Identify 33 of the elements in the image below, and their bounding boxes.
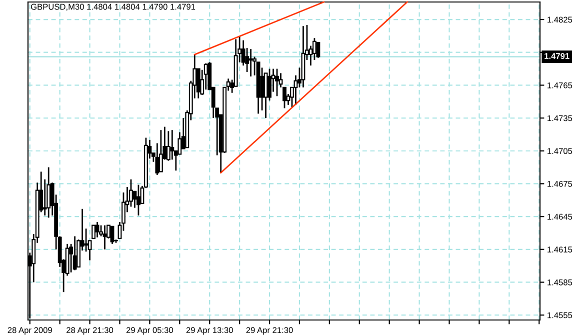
candlestick <box>166 130 170 162</box>
candlestick <box>46 166 51 218</box>
ref-line-label: 1.4791 <box>544 53 570 59</box>
y-tick-label: 1.4615 <box>548 246 572 252</box>
candlestick <box>178 132 182 155</box>
candlestick <box>72 236 77 271</box>
y-tick-label: 1.4675 <box>548 180 572 187</box>
x-tick-label: 28 Apr 2009 <box>8 327 52 335</box>
candlestick <box>110 226 114 245</box>
candlestick <box>84 228 88 252</box>
candlestick <box>136 184 140 216</box>
y-tick-label: 1.4705 <box>548 148 572 154</box>
x-tick-label: 28 Apr 21:30 <box>66 327 114 335</box>
candlestick <box>316 42 320 59</box>
y-tick-label: 1.4585 <box>548 279 572 286</box>
candlestick <box>92 224 96 240</box>
x-tick-label: 29 Apr 05:30 <box>126 327 174 335</box>
x-tick-label: 29 Apr 13:30 <box>186 327 233 335</box>
x-tick-label: 29 Apr 21:30 <box>246 327 293 335</box>
candlestick <box>170 129 174 160</box>
candlestick <box>102 224 107 250</box>
candlestick <box>158 129 163 172</box>
y-tick-label: 1.4645 <box>548 214 572 220</box>
y-tick-label: 1.4825 <box>548 16 572 23</box>
candlestick <box>155 142 160 176</box>
candlestick <box>275 68 279 97</box>
y-tick-label: 1.4765 <box>548 82 572 88</box>
candlestick <box>248 48 253 78</box>
candlestick <box>268 68 272 102</box>
chart-title: GBPUSD,M30 1.4804 1.4804 1.4790 1.4791 <box>30 4 196 11</box>
y-tick-label: 1.4735 <box>548 115 572 122</box>
y-tick-label: 1.4555 <box>548 312 572 318</box>
candlestick <box>95 221 100 238</box>
